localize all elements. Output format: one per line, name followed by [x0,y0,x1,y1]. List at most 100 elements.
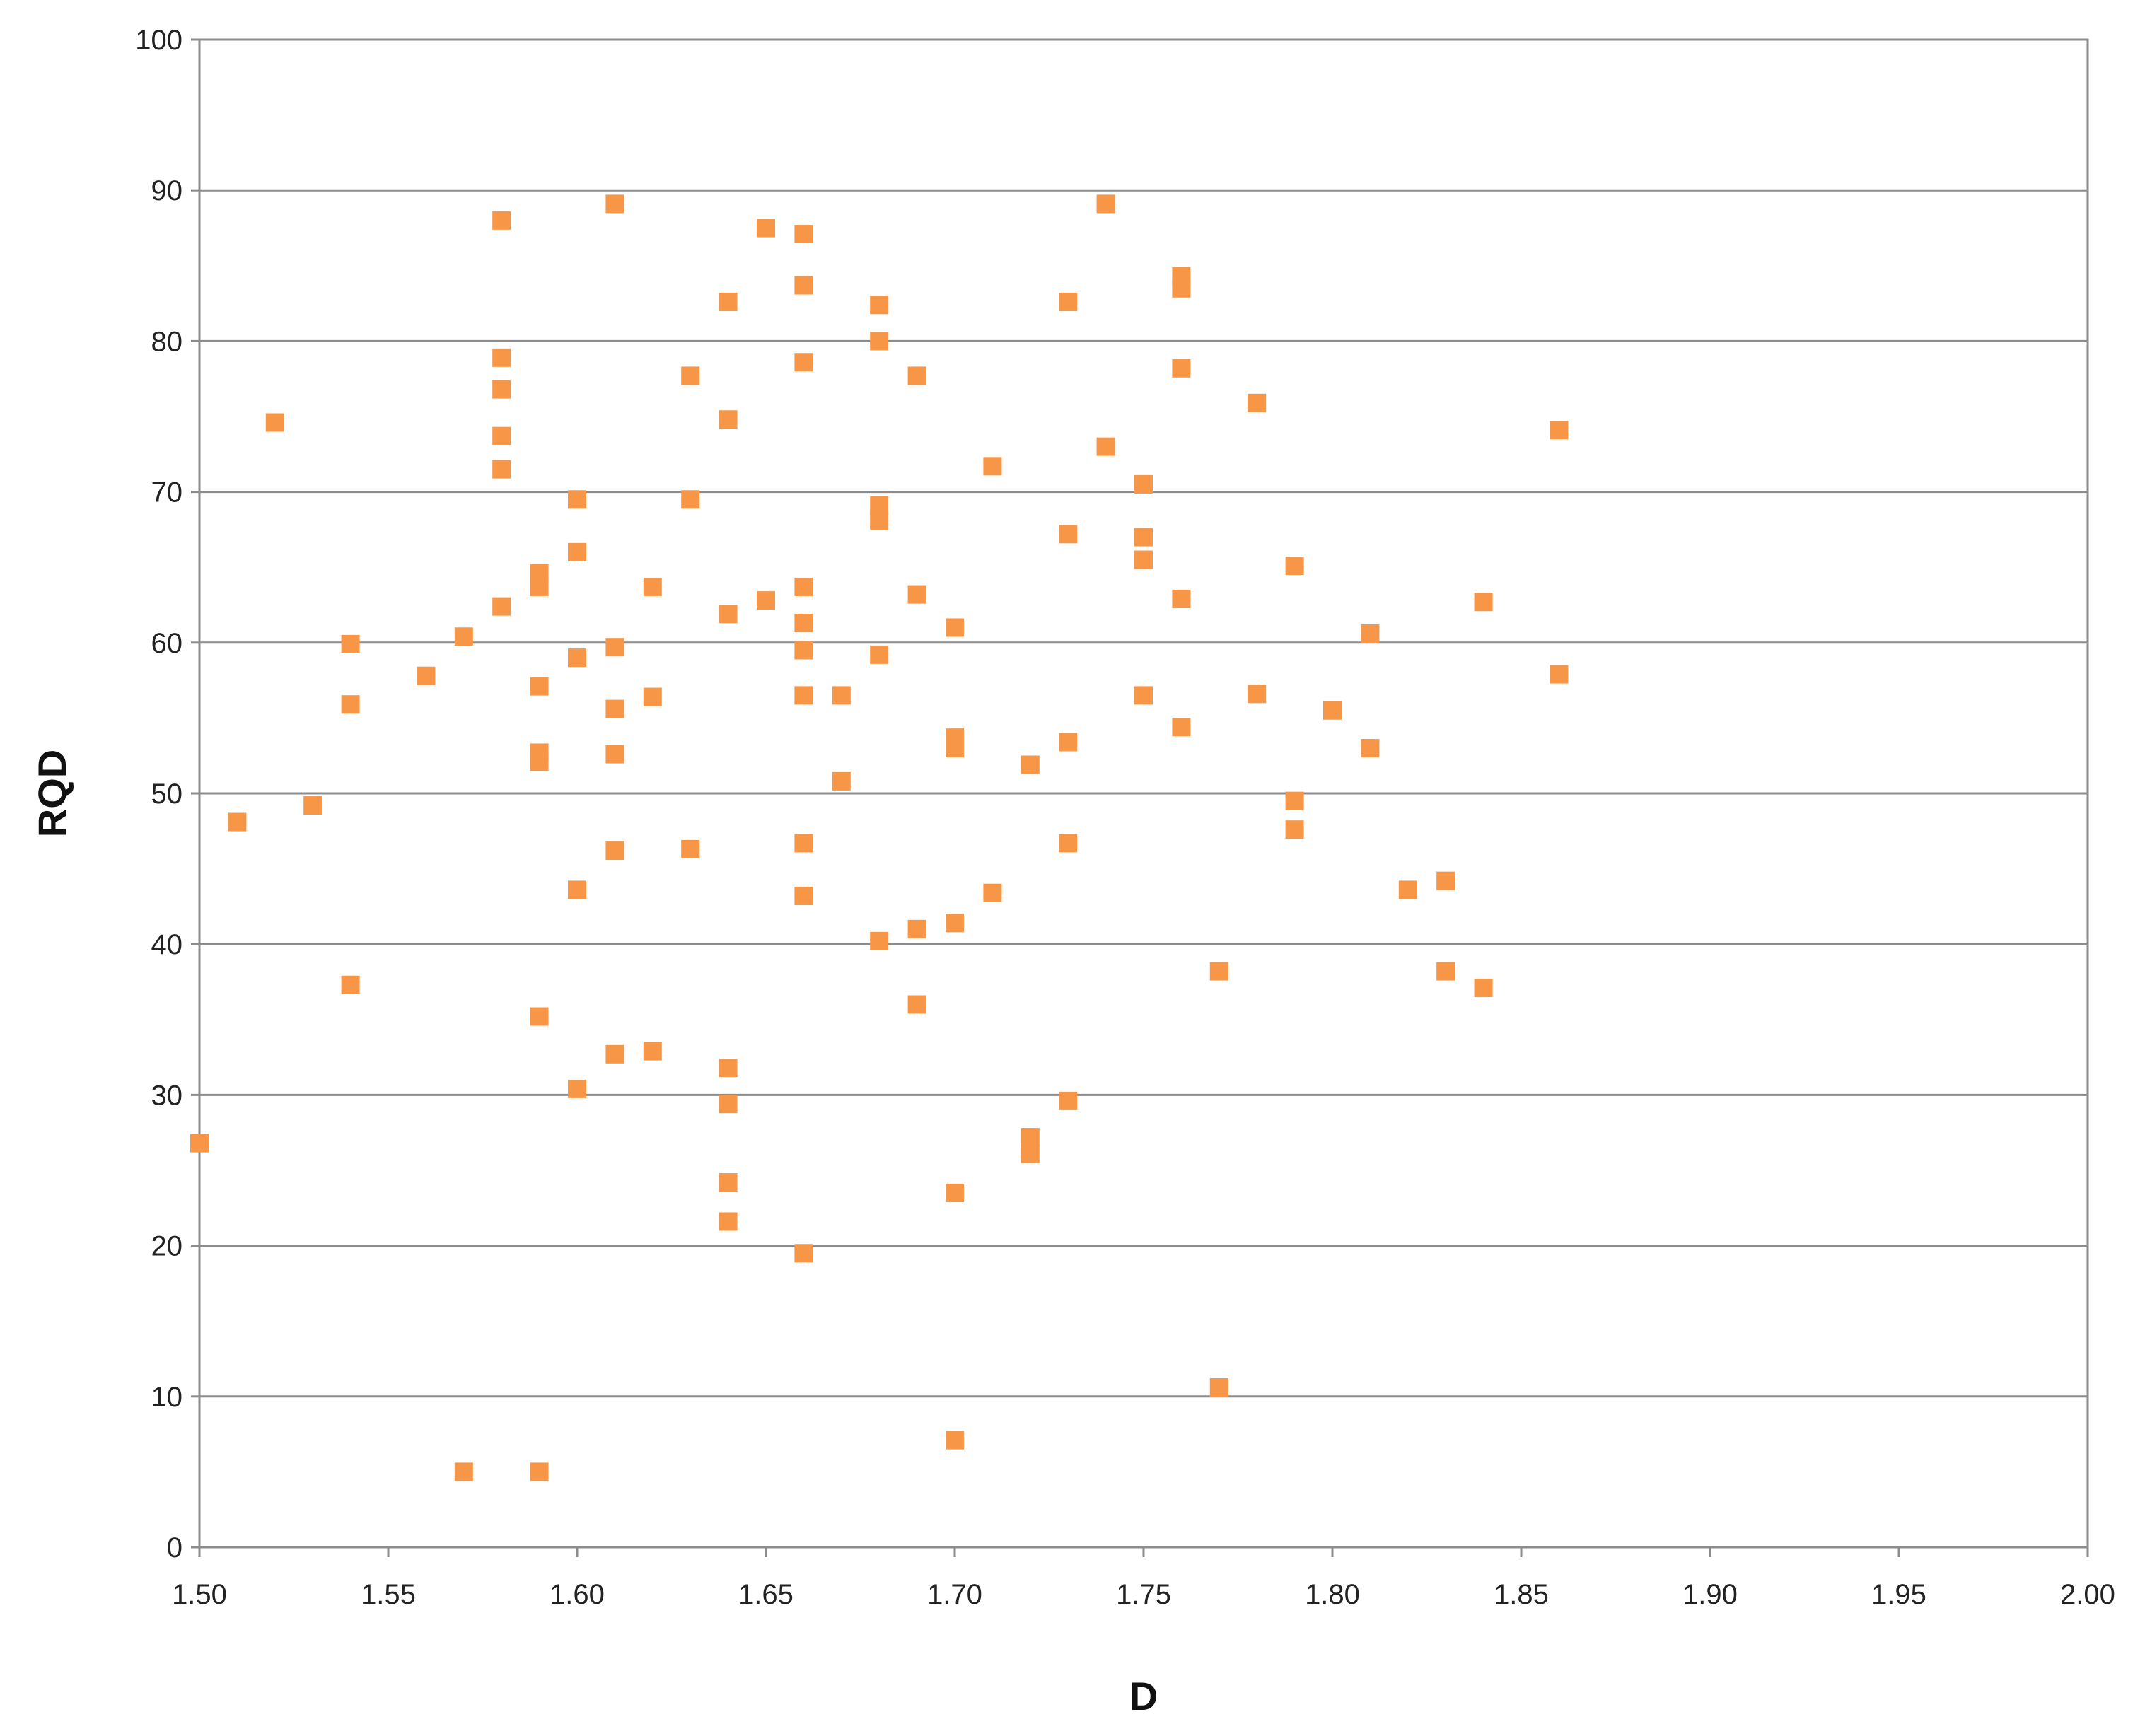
data-point [794,1244,813,1263]
data-point [417,666,436,685]
data-point [303,796,322,815]
data-point [530,677,549,696]
data-point [832,771,851,791]
data-point [1285,557,1304,576]
data-point [946,618,964,637]
data-point [568,542,586,561]
data-point [492,211,511,230]
data-point [568,1079,586,1098]
data-point [1021,755,1040,774]
data-point [681,490,700,509]
data-point [719,1095,738,1114]
data-point [1021,1144,1040,1163]
data-point [719,1212,738,1231]
data-point [1134,474,1153,494]
data-point [983,457,1002,476]
y-tick-label: 50 [151,779,183,810]
data-point [757,591,775,610]
y-tick-label: 80 [151,326,183,357]
data-point [907,995,926,1014]
data-points [190,194,1569,1481]
data-point [530,1462,549,1481]
data-point [228,812,247,832]
data-point [1096,437,1115,456]
x-tick-label: 1.90 [1682,1579,1738,1610]
data-point [265,413,284,432]
data-point [1248,685,1267,704]
data-point [1323,701,1342,720]
data-point [530,752,549,771]
data-point [719,1173,738,1192]
data-point [454,1462,473,1481]
x-tick-label: 1.75 [1116,1579,1171,1610]
data-point [794,641,813,660]
data-point [1059,1091,1078,1110]
data-point [1209,962,1228,981]
data-point [719,292,738,311]
data-point [1285,791,1304,810]
data-point [794,225,813,244]
data-point [492,597,511,616]
x-tick-label: 2.00 [2060,1579,2115,1610]
data-point [794,577,813,596]
data-point [832,686,851,705]
data-point [454,627,473,646]
data-point [1248,393,1267,412]
data-point [341,975,360,994]
data-point [719,1059,738,1078]
y-tick-label: 60 [151,628,183,659]
data-point [794,834,813,853]
data-point [568,490,586,509]
data-point [190,1134,209,1153]
data-point [907,919,926,938]
data-point [1436,871,1455,890]
x-tick-label: 1.60 [550,1579,605,1610]
data-point [643,687,662,706]
data-point [870,296,889,315]
data-point [1361,624,1380,643]
data-point [605,841,624,861]
data-point [1172,359,1191,378]
data-point [1059,292,1078,311]
x-tick-label: 1.70 [927,1579,982,1610]
data-point [1172,589,1191,608]
data-point [1059,525,1078,544]
y-axis-tick-labels: 0 10 20 30 40 50 60 70 80 90 100 [135,25,199,1563]
y-tick-label: 100 [135,25,182,56]
x-tick-label: 1.95 [1871,1579,1926,1610]
data-point [907,366,926,385]
x-axis-tick-labels: 1.50 1.55 1.60 1.65 1.70 1.75 1.80 1.85 1.90 1.95… [172,1547,2115,1610]
data-point [1398,880,1417,899]
data-point [946,914,964,933]
x-tick-label: 1.50 [172,1579,227,1610]
data-point [794,886,813,905]
data-point [492,460,511,479]
x-tick-label: 1.65 [738,1579,794,1610]
y-tick-label: 20 [151,1231,183,1262]
data-point [1096,194,1115,214]
data-point [605,699,624,718]
data-point [1550,665,1569,684]
data-point [1134,686,1153,705]
data-point [794,614,813,633]
data-point [605,1044,624,1064]
data-point [907,585,926,604]
data-point [1474,979,1493,998]
data-point [719,410,738,429]
data-point [870,332,889,351]
data-point [946,1431,964,1450]
y-tick-label: 40 [151,929,183,960]
data-point [1209,1378,1228,1397]
data-point [757,219,775,238]
data-point [1059,733,1078,752]
data-point [681,839,700,858]
data-point [870,931,889,950]
x-tick-label: 1.80 [1305,1579,1360,1610]
x-tick-label: 1.85 [1494,1579,1549,1610]
data-point [492,426,511,445]
data-point [605,638,624,657]
data-point [1021,1128,1040,1147]
data-point [794,686,813,705]
data-point [1134,550,1153,569]
